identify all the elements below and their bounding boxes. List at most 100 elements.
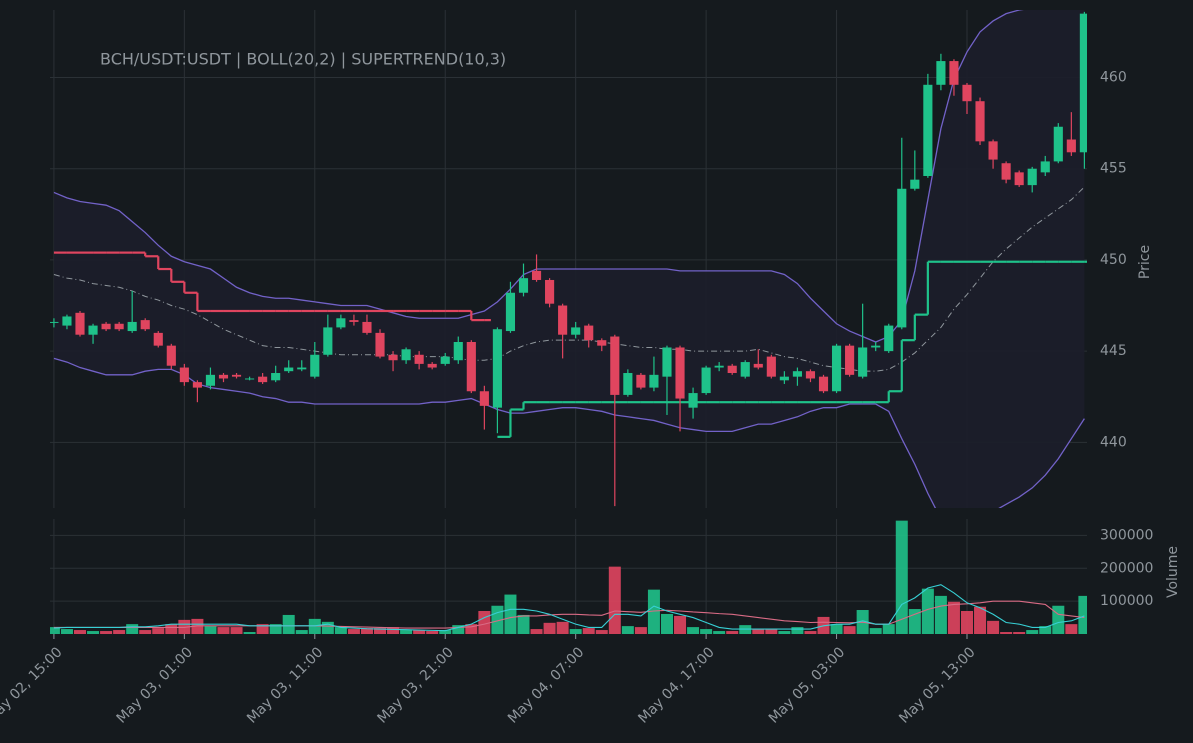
candle-body [910,179,920,189]
volume-bar [113,630,126,634]
candle-body [231,374,242,377]
candle-body [153,332,163,346]
volume-bar [308,618,321,634]
volume-bar [217,627,230,634]
candle-body [114,323,124,330]
volume-bar [87,631,100,634]
y-tick-label: 455 [1100,161,1127,177]
y-axis-label: Volume [1165,546,1181,598]
volume-bar [869,628,882,634]
volume-bar [360,628,373,634]
volume-bar [621,626,634,634]
candle-body [427,363,437,368]
volume-bar [191,618,204,634]
x-tick-label: May 04, 17:00 [635,644,717,726]
boll-mid-line [53,186,1085,372]
candle-body [297,367,307,370]
candle-body [649,374,659,388]
candle-body [779,376,789,381]
candle-body [375,332,385,357]
candle-body [936,61,946,85]
volume-bar [387,627,400,634]
candle-body [284,367,294,372]
volume-plot [50,520,1087,634]
volume-bar [465,624,478,634]
x-tick-label: May 03, 21:00 [375,644,457,726]
candle-body [101,323,111,330]
volume-bar [413,630,426,634]
volume-bar [921,588,934,634]
candle-body [558,305,568,335]
candle-body [923,84,933,176]
volume-bar [347,629,360,634]
volume-bar [282,614,295,634]
candle-body [1014,172,1024,186]
candle-body [362,321,372,333]
volume-bar [830,624,843,634]
volume-bar [256,624,269,634]
candle-body [453,342,463,361]
candle-body [545,279,555,304]
volume-bar [374,628,387,634]
candle-body [505,292,516,332]
candle-body [597,340,607,346]
volume-bar [713,631,726,634]
volume-bar [791,627,804,634]
y-tick-label: 445 [1100,343,1127,359]
candle-body [975,101,985,142]
candle-body [831,345,842,392]
candle-body [440,356,450,364]
volume-bar [543,622,556,634]
x-tick-label: May 02, 15:00 [0,644,66,726]
volume-bar [478,611,491,634]
candle-body [949,61,959,85]
volume-bar [987,620,1000,634]
volume-bar [152,628,165,634]
y-tick-label: 300000 [1100,527,1153,543]
candle-body [818,376,829,392]
candle-body [518,278,529,293]
volume-bar [100,631,113,634]
volume-bar [60,629,73,634]
candle-body [805,371,816,379]
volume-bar [660,613,673,634]
candle-body [336,318,346,328]
volume-bar [687,627,700,634]
candle-body [701,367,711,394]
candle-body [388,354,398,361]
volume-bar [1013,632,1026,634]
candle-body [662,347,672,377]
volume-bar [582,628,595,634]
candle-body [1066,139,1076,153]
volume-bar [517,614,530,634]
ma-fast-line [53,584,1085,632]
candle-body [675,347,685,399]
candle-body [610,336,620,395]
volume-bar [269,624,282,634]
candle-body [310,354,320,377]
volume-bar [608,566,621,634]
volume-bar [947,601,960,634]
candle-body [466,342,476,392]
volume-bar [804,631,817,634]
volume-bar [634,627,647,634]
volume-bar [1000,632,1013,634]
volume-bar [595,630,608,634]
volume-bar [439,630,452,634]
candle-body [323,327,333,355]
volume-bar [960,611,973,634]
candle-body [858,347,868,377]
candle-body [245,378,255,380]
candle-body [792,371,802,377]
volume-bar [74,630,87,634]
volume-bar [647,589,660,634]
volume-bar [204,626,217,634]
volume-bar [1052,605,1065,634]
candle-body [401,349,411,361]
candle-body [75,312,85,335]
candle-body [258,376,268,383]
candle-body [727,365,737,374]
candle-body [753,363,763,368]
volume-bar [895,520,908,634]
